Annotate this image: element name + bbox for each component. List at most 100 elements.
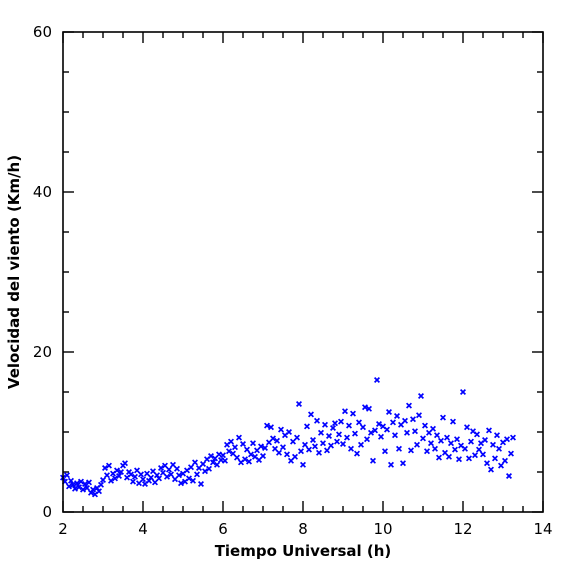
data-point bbox=[389, 419, 397, 426]
data-point bbox=[431, 445, 439, 452]
y-tick-label: 20 bbox=[33, 343, 52, 361]
data-point bbox=[107, 477, 115, 484]
data-point bbox=[417, 392, 425, 400]
data-point bbox=[197, 480, 205, 488]
data-point bbox=[305, 446, 313, 453]
data-point bbox=[387, 461, 395, 468]
data-point bbox=[261, 444, 269, 452]
data-point bbox=[343, 434, 351, 441]
data-point bbox=[259, 452, 267, 460]
data-point bbox=[383, 426, 391, 433]
data-point bbox=[193, 471, 201, 478]
data-point bbox=[249, 440, 257, 447]
data-point bbox=[369, 457, 377, 464]
data-point bbox=[231, 444, 239, 451]
data-point bbox=[367, 429, 375, 436]
data-point bbox=[293, 434, 301, 441]
data-point bbox=[163, 473, 171, 480]
data-point bbox=[213, 461, 221, 468]
data-point bbox=[187, 464, 195, 471]
data-point bbox=[351, 430, 359, 437]
data-point bbox=[205, 465, 213, 472]
x-tick-label: 6 bbox=[218, 520, 228, 538]
data-point bbox=[445, 453, 453, 460]
x-tick-labels: 2 4 6 8 10 12 14 bbox=[58, 520, 552, 538]
x-tick-label: 12 bbox=[453, 520, 472, 538]
data-point bbox=[403, 429, 411, 436]
data-point bbox=[103, 472, 111, 479]
x-tick-label: 10 bbox=[373, 520, 392, 538]
data-point bbox=[129, 478, 137, 485]
data-point bbox=[437, 437, 445, 444]
data-point bbox=[115, 472, 123, 480]
data-point bbox=[121, 460, 129, 467]
data-point bbox=[461, 445, 469, 452]
data-point bbox=[267, 424, 275, 431]
data-point bbox=[207, 452, 215, 460]
data-point bbox=[65, 483, 73, 490]
data-point bbox=[503, 436, 511, 443]
y-axis-title: Velocidad del viento (Km/h) bbox=[5, 155, 23, 389]
data-point bbox=[443, 434, 451, 441]
data-point bbox=[81, 480, 89, 488]
data-point bbox=[71, 485, 79, 492]
data-point bbox=[83, 484, 91, 492]
data-point bbox=[501, 457, 509, 464]
data-point bbox=[355, 419, 363, 426]
data-point bbox=[273, 437, 281, 444]
data-point bbox=[191, 459, 199, 466]
data-point bbox=[361, 404, 369, 411]
data-point bbox=[365, 405, 373, 412]
data-point bbox=[497, 462, 505, 469]
data-point bbox=[137, 471, 145, 478]
data-point bbox=[439, 414, 447, 421]
data-point bbox=[357, 441, 365, 448]
data-point bbox=[63, 472, 71, 479]
data-point bbox=[315, 449, 323, 456]
data-point bbox=[311, 443, 319, 450]
data-point bbox=[495, 445, 503, 452]
data-point bbox=[241, 456, 249, 463]
data-point bbox=[95, 488, 103, 495]
data-point bbox=[301, 441, 309, 448]
axis-ticks bbox=[62, 31, 544, 513]
data-point bbox=[447, 440, 455, 447]
data-point bbox=[407, 447, 415, 454]
data-point bbox=[377, 433, 385, 440]
data-point bbox=[507, 450, 515, 457]
data-point bbox=[395, 445, 403, 452]
data-point bbox=[505, 472, 513, 480]
data-point bbox=[423, 448, 431, 455]
data-point bbox=[429, 425, 437, 432]
data-point bbox=[339, 440, 347, 448]
data-point bbox=[127, 471, 135, 478]
data-point bbox=[185, 475, 193, 482]
data-point bbox=[401, 417, 409, 424]
data-point bbox=[199, 460, 207, 468]
data-point bbox=[331, 420, 339, 427]
data-point bbox=[307, 411, 315, 418]
data-point bbox=[323, 447, 331, 454]
y-tick-labels: 0 20 40 60 bbox=[33, 23, 52, 521]
data-point bbox=[363, 436, 371, 443]
data-point bbox=[353, 450, 361, 457]
data-point bbox=[463, 424, 471, 431]
data-point bbox=[455, 456, 463, 463]
x-tick-label: 2 bbox=[58, 520, 68, 538]
data-point bbox=[479, 451, 487, 458]
data-point bbox=[345, 422, 353, 429]
data-point bbox=[415, 412, 423, 419]
data-point bbox=[139, 476, 147, 483]
data-point bbox=[263, 422, 271, 429]
data-point bbox=[373, 376, 381, 384]
data-point bbox=[189, 477, 197, 484]
data-point bbox=[491, 455, 499, 462]
data-point bbox=[245, 458, 253, 465]
data-point bbox=[427, 440, 435, 447]
data-point bbox=[487, 466, 495, 473]
data-point bbox=[341, 408, 349, 415]
data-point bbox=[371, 427, 379, 434]
data-point bbox=[509, 434, 517, 441]
data-point bbox=[419, 435, 427, 442]
